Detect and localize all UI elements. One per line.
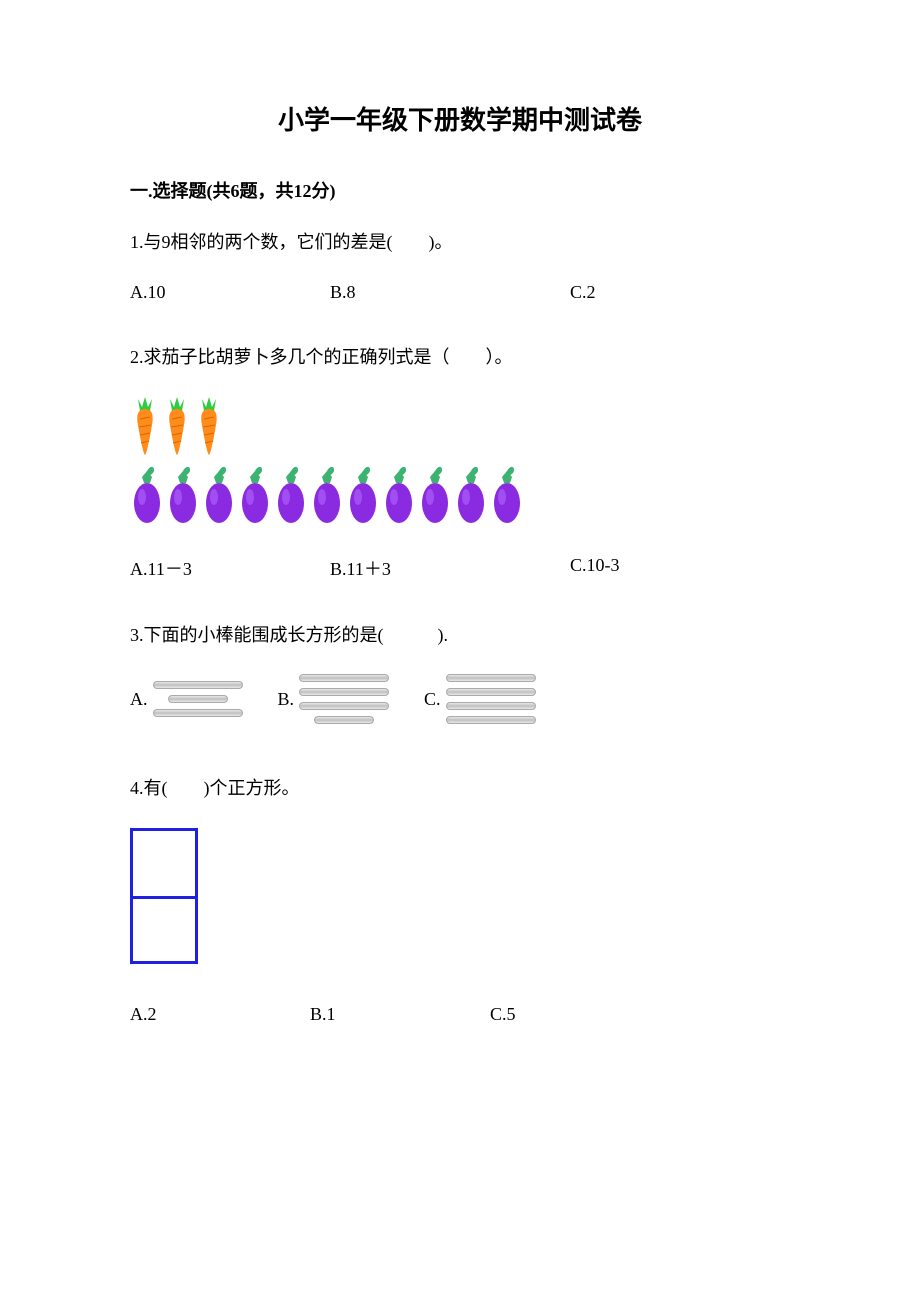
eggplant-icon bbox=[454, 465, 488, 525]
q3-label-b: B. bbox=[278, 689, 295, 710]
eggplant-icon bbox=[274, 465, 308, 525]
question-1-options: A.10 B.8 C.2 bbox=[130, 282, 790, 303]
eggplant-icon bbox=[346, 465, 380, 525]
sticks-option-b bbox=[299, 674, 389, 724]
q1-option-c: C.2 bbox=[570, 282, 770, 303]
q3-label-a: A. bbox=[130, 689, 148, 710]
carrot-icon bbox=[194, 397, 224, 457]
eggplant-icon bbox=[418, 465, 452, 525]
q2-option-c: C.10-3 bbox=[570, 555, 770, 581]
stick-short bbox=[314, 716, 374, 724]
squares-figure bbox=[130, 828, 790, 964]
q1-option-a: A.10 bbox=[130, 282, 330, 303]
stick-short bbox=[168, 695, 228, 703]
stick-long bbox=[446, 674, 536, 682]
question-4-options: A.2 B.1 C.5 bbox=[130, 1004, 790, 1025]
q4-option-a: A.2 bbox=[130, 1004, 310, 1025]
carrot-row bbox=[130, 397, 790, 457]
eggplant-icon bbox=[310, 465, 344, 525]
stick-long bbox=[299, 688, 389, 696]
q2-option-b: B.11＋3 bbox=[330, 555, 570, 581]
stick-long bbox=[446, 716, 536, 724]
stick-long bbox=[153, 681, 243, 689]
carrot-icon bbox=[162, 397, 192, 457]
square-bottom bbox=[130, 896, 198, 964]
vegetable-figure bbox=[130, 397, 790, 525]
q2-option-a: A.11－3 bbox=[130, 555, 330, 581]
question-3-options: A. B. C. bbox=[130, 674, 790, 724]
eggplant-icon bbox=[130, 465, 164, 525]
eggplant-icon bbox=[382, 465, 416, 525]
q4-option-c: C.5 bbox=[490, 1004, 690, 1025]
q4-option-b: B.1 bbox=[310, 1004, 490, 1025]
q3-label-c: C. bbox=[424, 689, 441, 710]
question-2-options: A.11－3 B.11＋3 C.10-3 bbox=[130, 555, 790, 581]
q1-option-b: B.8 bbox=[330, 282, 570, 303]
page-title: 小学一年级下册数学期中测试卷 bbox=[130, 100, 790, 137]
stick-long bbox=[446, 702, 536, 710]
eggplant-row bbox=[130, 465, 790, 525]
eggplant-icon bbox=[238, 465, 272, 525]
stick-long bbox=[299, 702, 389, 710]
question-3-text: 3.下面的小棒能围成长方形的是( ). bbox=[130, 621, 790, 650]
section-header: 一.选择题(共6题，共12分) bbox=[130, 177, 790, 203]
question-4-text: 4.有( )个正方形。 bbox=[130, 774, 790, 803]
stick-long bbox=[299, 674, 389, 682]
stick-long bbox=[153, 709, 243, 717]
eggplant-icon bbox=[166, 465, 200, 525]
sticks-option-c bbox=[446, 674, 536, 724]
eggplant-icon bbox=[202, 465, 236, 525]
sticks-option-a bbox=[153, 681, 243, 717]
square-top bbox=[130, 828, 198, 896]
carrot-icon bbox=[130, 397, 160, 457]
question-2-text: 2.求茄子比胡萝卜多几个的正确列式是（ ）。 bbox=[130, 343, 790, 372]
eggplant-icon bbox=[490, 465, 524, 525]
stick-long bbox=[446, 688, 536, 696]
question-1-text: 1.与9相邻的两个数，它们的差是( )。 bbox=[130, 228, 790, 257]
